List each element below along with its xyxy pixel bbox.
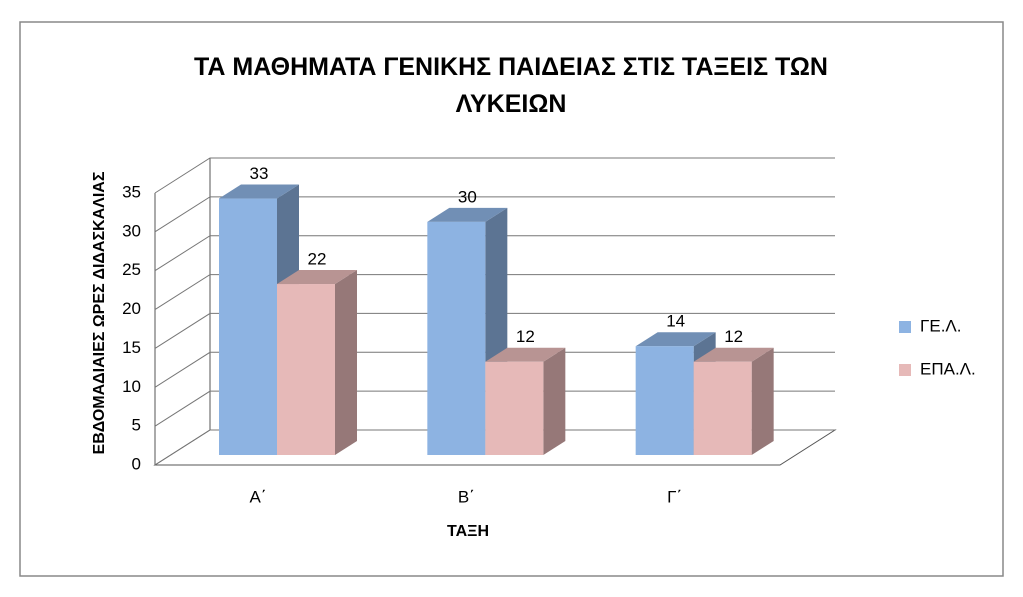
legend-swatch <box>899 364 911 376</box>
chart-frame <box>19 21 1004 577</box>
data-label: 30 <box>458 187 477 206</box>
legend-label: ΕΠΑ.Λ. <box>920 359 976 378</box>
y-tick-label: 20 <box>122 299 141 318</box>
bar-top <box>427 207 508 222</box>
y-tick-label: 15 <box>122 338 141 357</box>
x-tick-label: Γ΄ <box>667 487 682 506</box>
data-label: 33 <box>250 164 269 183</box>
chart-title: ΤΑ ΜΑΘΗΜΑΤΑ ΓΕΝΙΚΗΣ ΠΑΙΔΕΙΑΣ ΣΤΙΣ ΤΑΞΕΙΣ… <box>194 53 828 118</box>
grid-line <box>154 157 835 194</box>
data-label: 12 <box>724 327 743 346</box>
bar <box>277 284 335 455</box>
y-tick-label: 0 <box>132 454 141 473</box>
grid-line <box>154 196 835 233</box>
grid-line <box>154 235 835 272</box>
data-label: 22 <box>308 250 327 269</box>
grid-line <box>154 429 835 466</box>
grid-line <box>154 390 835 427</box>
legend-label: ΓΕ.Λ. <box>920 316 962 335</box>
bar <box>427 221 486 455</box>
y-tick-label: 25 <box>122 260 141 279</box>
y-tick-label: 30 <box>122 221 141 240</box>
data-label: 14 <box>666 312 685 331</box>
bar-side <box>751 347 774 455</box>
x-tick-label: Β΄ <box>458 487 475 506</box>
y-tick-label: 5 <box>132 416 141 435</box>
x-axis-title: ΤΑΞΗ <box>447 523 489 540</box>
bar-top <box>485 347 566 362</box>
data-label: 12 <box>516 327 535 346</box>
bar-top <box>635 332 716 347</box>
grid-line <box>154 351 835 388</box>
bar <box>635 346 694 455</box>
bar-side <box>335 270 357 455</box>
grid-line <box>154 312 835 349</box>
bar <box>219 198 277 456</box>
y-tick-label: 35 <box>122 182 141 201</box>
y-axis-title: ΕΒΔΟΜΑΔΙΑΙΕΣ ΩΡΕΣ ΔΙΔΑΣΚΑΛΙΑΣ <box>91 171 108 454</box>
x-tick-label: Α΄ <box>250 487 267 506</box>
y-tick-label: 10 <box>122 377 141 396</box>
bar-top <box>219 184 299 199</box>
bar <box>485 361 544 455</box>
bar <box>693 361 752 455</box>
bar-side <box>543 347 566 455</box>
bar-top <box>693 347 774 362</box>
legend-swatch <box>899 321 911 333</box>
grid-line <box>154 274 835 310</box>
bar-top <box>277 270 357 285</box>
